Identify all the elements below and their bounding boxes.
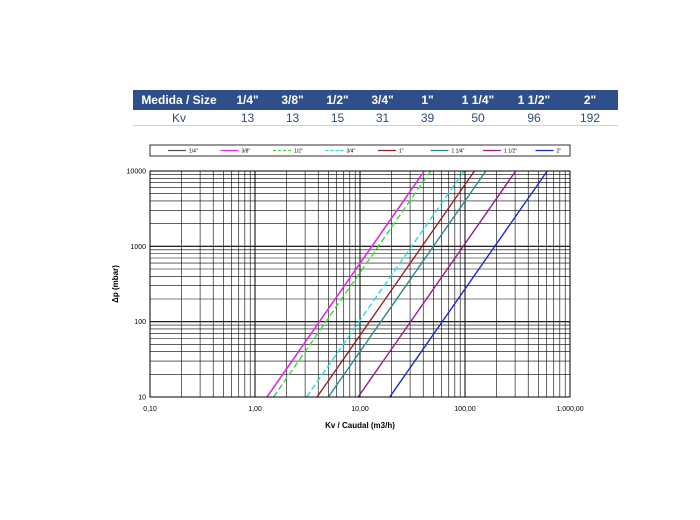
series-line (357, 170, 517, 398)
x-tick-label: 0,10 (143, 406, 157, 413)
kv-value-cell: 39 (405, 110, 450, 126)
x-tick-label: 100,00 (454, 406, 476, 413)
x-tick-label: 10,00 (351, 406, 369, 413)
kv-value-cell: 192 (562, 110, 618, 126)
kv-value-cell: 50 (450, 110, 506, 126)
series-line (266, 170, 425, 398)
size-header-cell: 3/8" (270, 90, 315, 110)
legend-label: 1/2" (294, 149, 303, 155)
size-header-cell: 1 1/2" (506, 90, 562, 110)
series-line (316, 170, 476, 398)
table-header-row: Medida / Size 1/4" 3/8" 1/2" 3/4" 1" 1 1… (133, 90, 618, 110)
kv-row-label: Kv (133, 110, 225, 126)
series-line (327, 170, 487, 398)
series-line (272, 170, 432, 398)
size-header-label: Medida / Size (133, 90, 225, 110)
series-line (306, 170, 465, 398)
y-tick-label: 1000 (130, 244, 146, 251)
legend-label: 1 1/4" (452, 149, 465, 155)
size-header-cell: 3/4" (360, 90, 405, 110)
legend-label: 1/4" (189, 149, 198, 155)
legend-box (149, 144, 571, 157)
grid (150, 171, 570, 397)
kv-value-cell: 31 (360, 110, 405, 126)
size-header-cell: 1" (405, 90, 450, 110)
kv-row: Kv 13 13 15 31 39 50 96 192 (133, 110, 618, 126)
legend-label: 2" (557, 149, 562, 155)
y-tick-label: 10000 (127, 169, 147, 176)
legend: 1/4" 3/8" 1/2" 3/4" 1" 1 1/4" 1 1/2" 2" (149, 144, 571, 157)
size-header-cell: 1/2" (315, 90, 360, 110)
kv-value-cell: 13 (225, 110, 270, 126)
y-axis-label: Δp (mbar) (111, 265, 120, 303)
tick-labels: 0,10 1,00 10,00 100,00 1.000,00 10 100 1000 1000… (127, 169, 584, 414)
kv-value-cell: 15 (315, 110, 360, 126)
kv-value-cell: 13 (270, 110, 315, 126)
plot-frame (149, 170, 571, 398)
size-header-cell: 1 1/4" (450, 90, 506, 110)
kv-table: Medida / Size 1/4" 3/8" 1/2" 3/4" 1" 1 1… (133, 90, 618, 126)
x-axis-label: Kv / Caudal (m3/h) (325, 421, 395, 430)
legend-label: 1" (399, 149, 404, 155)
series-lines (266, 170, 548, 398)
kv-value-cell: 96 (506, 110, 562, 126)
size-header-cell: 2" (562, 90, 618, 110)
y-tick-label: 100 (134, 319, 146, 326)
legend-label: 3/4" (347, 149, 356, 155)
legend-label: 3/8" (242, 149, 251, 155)
y-tick-label: 10 (138, 395, 146, 402)
x-tick-label: 1,00 (248, 406, 262, 413)
x-tick-label: 1.000,00 (556, 406, 583, 413)
size-header-cell: 1/4" (225, 90, 270, 110)
series-line (389, 170, 548, 398)
legend-label: 1 1/2" (504, 149, 517, 155)
